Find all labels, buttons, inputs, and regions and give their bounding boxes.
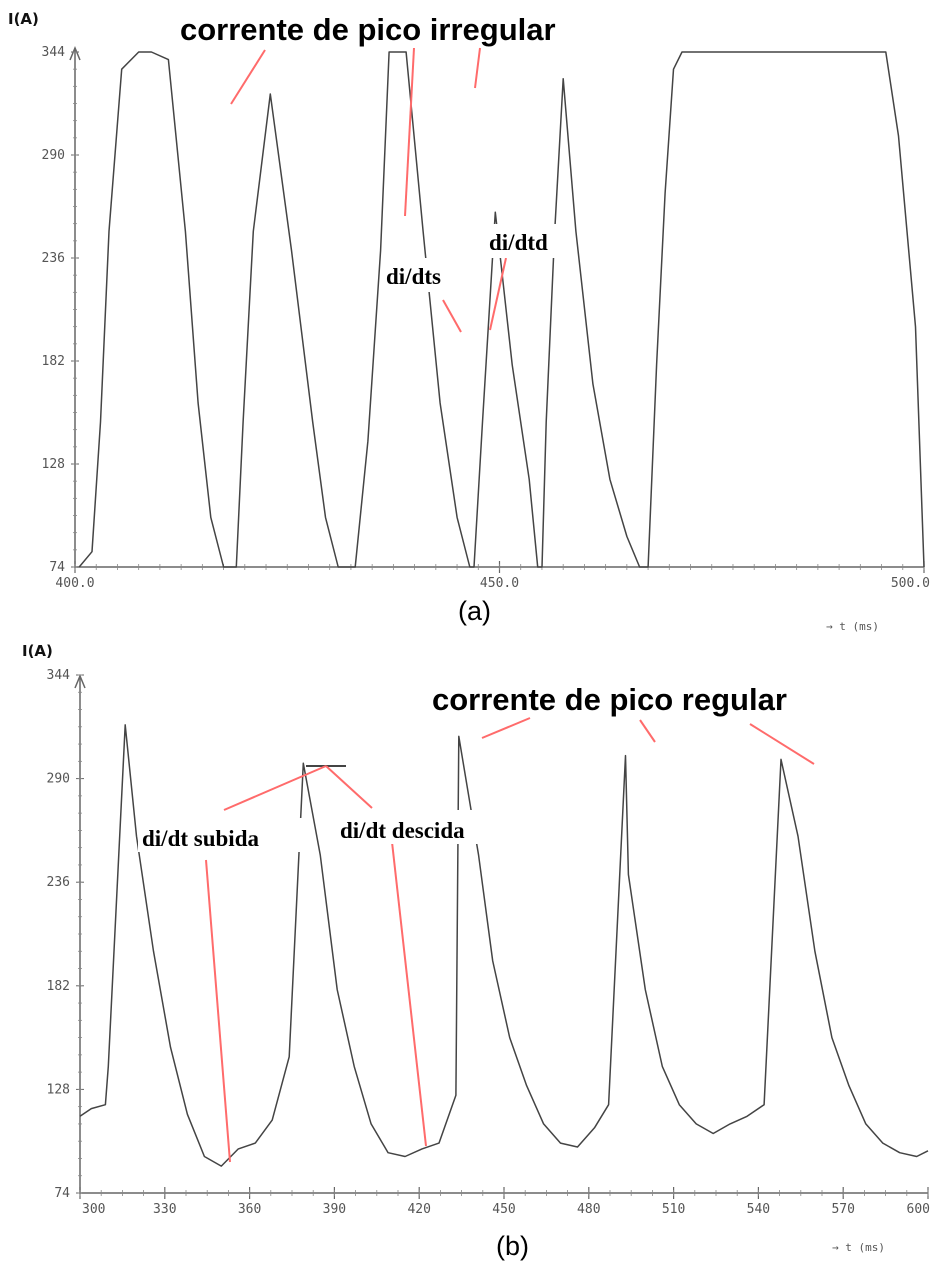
chart-b-y-tick-label: 74 <box>54 1186 70 1201</box>
chart-b-panel-label: (b) <box>496 1231 529 1261</box>
chart-a-xlabel: → t (ms) <box>826 620 879 633</box>
leader-peak-3 <box>474 47 481 89</box>
chart-b-x-tick-label: 600 <box>907 1202 930 1217</box>
chart-b-ylabel: I(A) <box>22 642 53 660</box>
chart-b-y-tick-label: 290 <box>47 772 70 787</box>
chart-b-x-tick-label: 540 <box>747 1202 770 1217</box>
chart-a-x-tick-label: 450.0 <box>480 576 519 591</box>
chart-b-x-tick-label: 420 <box>407 1202 430 1217</box>
leader-regular-1 <box>481 717 531 739</box>
chart-a-y-tick-label: 290 <box>42 148 65 163</box>
leader-peak-1 <box>230 49 266 105</box>
chart-a-panel-label: (a) <box>458 596 491 626</box>
chart-a-x-tick-label: 500.0 <box>891 576 930 591</box>
label-bg <box>336 810 522 844</box>
leader-peak-2 <box>404 47 415 217</box>
chart-b-x-tick-label: 510 <box>662 1202 685 1217</box>
chart-a-y-tick-label: 344 <box>42 45 66 60</box>
chart-a-annotation-dits: di/dts <box>386 264 441 289</box>
leader-dits <box>442 299 462 333</box>
chart-b-y-tick-label: 236 <box>47 875 70 890</box>
leader-ditd <box>489 257 507 331</box>
chart-b-y-arrow <box>74 674 86 689</box>
chart-b-x-tick-label: 300 <box>82 1202 105 1217</box>
chart-b-xlabel: → t (ms) <box>832 1241 885 1254</box>
leader-descida-top <box>325 765 373 809</box>
chart-b-x-tick-label: 480 <box>577 1202 600 1217</box>
chart-a: I(A) 74 128 182 236 290 344 400.0 450.0 500.0 c… <box>8 10 930 633</box>
leader-descida-bottom <box>391 841 427 1147</box>
chart-b-annotation-peak: corrente de pico regular <box>432 682 787 717</box>
chart-b-y-tick-label: 128 <box>47 1082 70 1097</box>
chart-a-y-tick-label: 128 <box>42 457 65 472</box>
chart-a-annotation-peak: corrente de pico irregular <box>180 12 556 47</box>
leader-regular-2 <box>639 719 656 743</box>
chart-b-x-tick-label: 330 <box>153 1202 176 1217</box>
chart-a-y-tick-label: 74 <box>49 560 65 575</box>
chart-a-annotation-leaders <box>230 47 507 333</box>
chart-a-ylabel: I(A) <box>8 10 39 28</box>
chart-b-annotation-leaders <box>205 717 815 1163</box>
chart-b-y-tick-label: 344 <box>47 668 71 683</box>
label-bg <box>138 818 312 852</box>
leader-subida-bottom <box>205 859 231 1163</box>
chart-b-x-tick-label: 360 <box>238 1202 261 1217</box>
chart-b-annotation-subida: di/dt subida <box>142 826 259 851</box>
chart-a-y-tick-label: 236 <box>42 251 65 266</box>
leader-regular-3 <box>749 723 815 765</box>
leader-subida-top <box>223 765 327 811</box>
chart-a-series-line <box>78 51 925 568</box>
chart-b-x-tick-label: 570 <box>831 1202 854 1217</box>
chart-b-y-tick-label: 182 <box>47 979 70 994</box>
chart-a-annotation-ditd: di/dtd <box>489 230 548 255</box>
chart-b-x-tick-label: 390 <box>323 1202 346 1217</box>
label-bg <box>487 224 573 258</box>
chart-b-series-line <box>79 724 929 1167</box>
label-bg <box>384 258 464 292</box>
chart-a-x-tick-label: 400.0 <box>55 576 94 591</box>
chart-a-y-tick-label: 182 <box>42 354 65 369</box>
chart-b-x-tick-label: 450 <box>492 1202 515 1217</box>
chart-a-y-arrow <box>69 46 81 61</box>
chart-b: I(A) 74 128 182 236 290 344 300 330 360 390 420 45… <box>22 642 930 1261</box>
chart-b-annotation-descida: di/dt descida <box>340 818 465 843</box>
